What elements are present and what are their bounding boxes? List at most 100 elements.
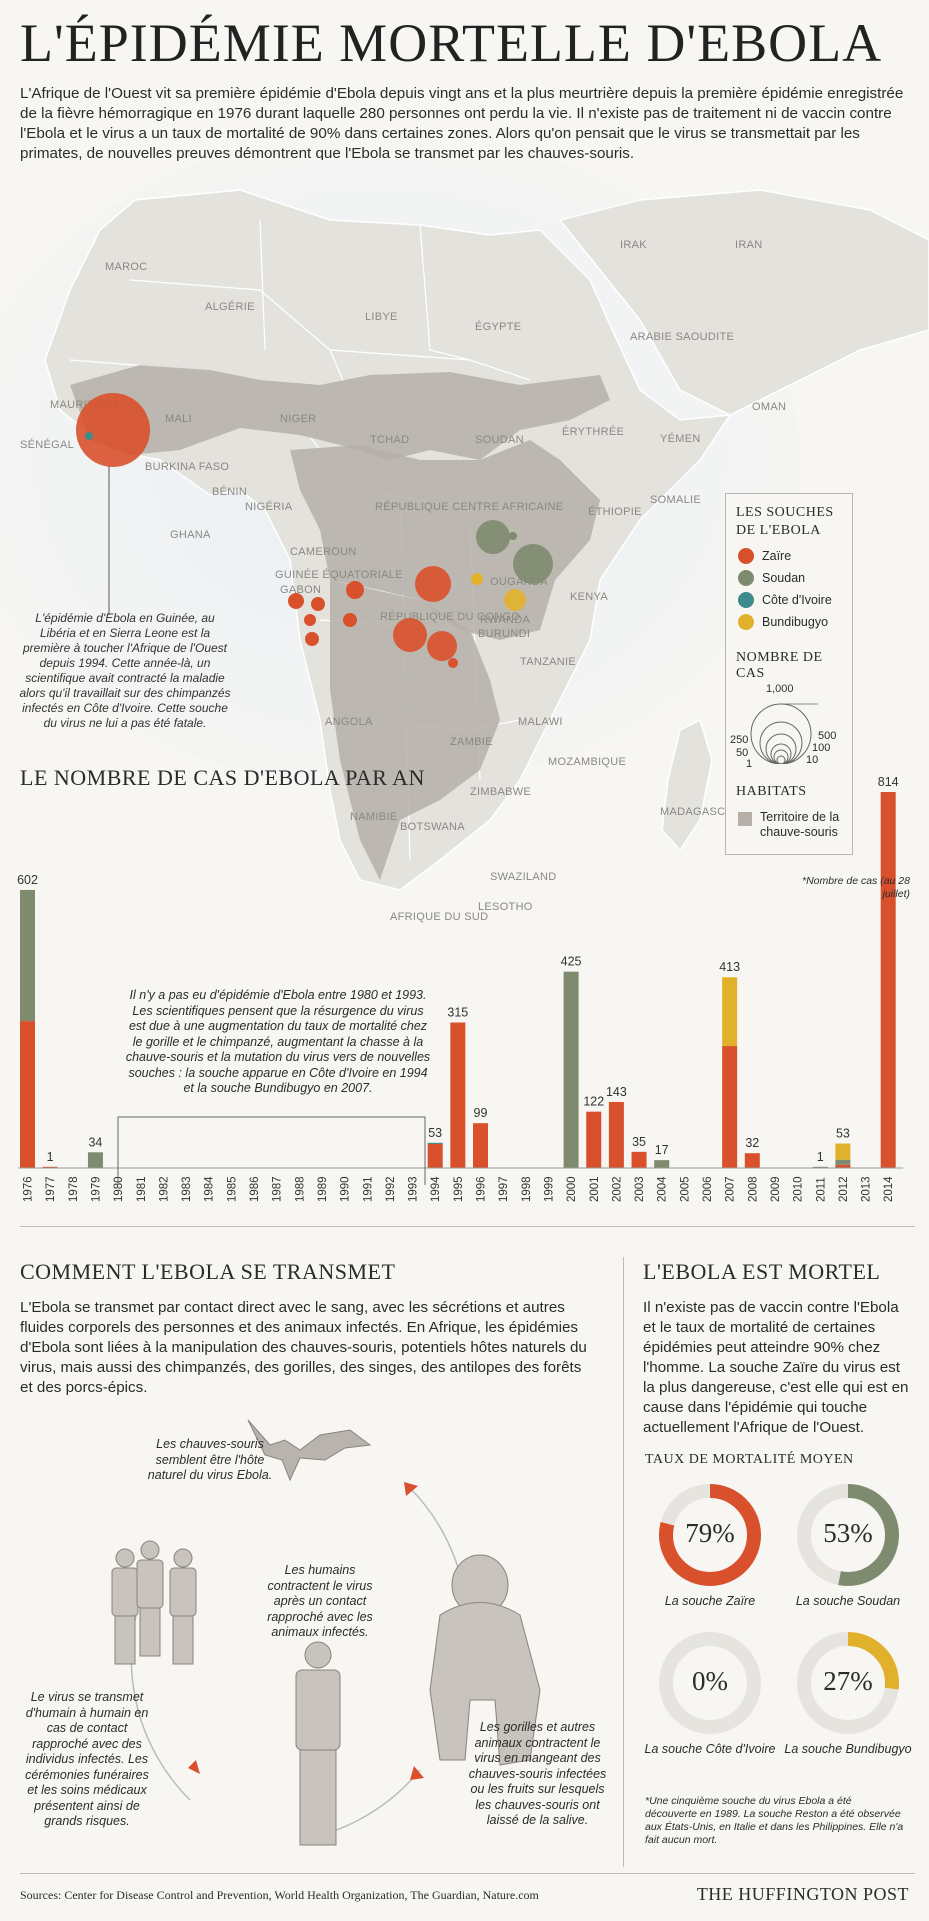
map-label: BURUNDI bbox=[478, 628, 530, 640]
bar-segment bbox=[744, 1153, 760, 1168]
cycle-arrow-2 bbox=[410, 1766, 424, 1780]
legend-label-soudan: Soudan bbox=[762, 571, 806, 585]
year-tick-label: 1995 bbox=[453, 1176, 465, 1202]
africa-map: MAROC ALGÉRIE LIBYE ÉGYPTE IRAK IRAN ARABIE SA… bbox=[0, 160, 929, 923]
map-label: TCHAD bbox=[370, 434, 409, 446]
year-tick-label: 2009 bbox=[770, 1176, 782, 1202]
map-label: BÉNIN bbox=[212, 485, 247, 498]
case-circle-gabon-5 bbox=[343, 613, 357, 627]
case-circle-drc-1 bbox=[415, 566, 451, 602]
bar-segment bbox=[880, 792, 896, 1168]
bar-segment bbox=[20, 889, 35, 1022]
year-tick-label: 2007 bbox=[725, 1176, 737, 1202]
year-tick-label: 1984 bbox=[204, 1176, 216, 1202]
bar-value-label: 122 bbox=[583, 1095, 604, 1109]
year-tick-label: 1987 bbox=[272, 1176, 284, 1202]
map-label: TANZANIE bbox=[520, 656, 576, 668]
bar-segment bbox=[427, 1142, 443, 1144]
year-tick-label: 1980 bbox=[113, 1176, 125, 1202]
case-circle-bundibugyo-1 bbox=[504, 589, 526, 611]
mortality-title: L'EBOLA EST MORTEL bbox=[643, 1259, 881, 1284]
madagascar-landmass bbox=[661, 718, 713, 852]
bar-value-label: 34 bbox=[88, 1135, 102, 1149]
bar-value-label: 99 bbox=[474, 1106, 488, 1120]
bar-segment bbox=[631, 1151, 647, 1168]
size-legend: 1,000 bbox=[750, 683, 818, 764]
donut-percent: 0% bbox=[692, 1666, 728, 1696]
bar-segment bbox=[20, 1021, 35, 1168]
year-tick-label: 2000 bbox=[566, 1176, 578, 1202]
map-label: AFRIQUE DU SUD bbox=[390, 911, 488, 923]
year-tick-label: 2014 bbox=[883, 1176, 895, 1202]
map-label: ANGOLA bbox=[325, 716, 373, 728]
map-label: NIGÉRIA bbox=[245, 500, 293, 513]
year-tick-label: 1989 bbox=[317, 1176, 329, 1202]
legend-habitat-title: HABITATS bbox=[736, 784, 807, 799]
year-tick-label: 2002 bbox=[611, 1176, 623, 1202]
map-label: KENYA bbox=[570, 591, 608, 603]
bar-value-label: 32 bbox=[745, 1136, 759, 1150]
map-label: OMAN bbox=[752, 401, 786, 413]
bar-segment bbox=[835, 1164, 851, 1168]
year-tick-label: 1981 bbox=[136, 1176, 148, 1202]
case-circle-cote-ivoire bbox=[85, 432, 93, 440]
bar-value-label: 315 bbox=[447, 1005, 468, 1019]
year-tick-label: 1978 bbox=[68, 1176, 80, 1202]
reston-note: *Une cinquième souche du virus Ebola a é… bbox=[645, 1795, 904, 1846]
year-tick-label: 1991 bbox=[362, 1176, 374, 1202]
habitat-swatch bbox=[738, 812, 752, 826]
year-tick-label: 1976 bbox=[23, 1176, 35, 1202]
bar-value-label: 1 bbox=[47, 1150, 54, 1164]
case-circle-guinea bbox=[76, 393, 150, 467]
year-tick-label: 1997 bbox=[498, 1176, 510, 1202]
year-tick-label: 1992 bbox=[385, 1176, 397, 1202]
map-label: NAMIBIE bbox=[350, 811, 397, 823]
year-tick-label: 2006 bbox=[702, 1176, 714, 1202]
map-label: SWAZILAND bbox=[490, 871, 556, 883]
donut-caption: La souche Côte d'Ivoire bbox=[644, 1742, 776, 1756]
map-label: YÉMEN bbox=[660, 432, 701, 445]
bar-segment bbox=[586, 1111, 602, 1168]
size-label-10: 10 bbox=[806, 754, 819, 766]
year-tick-label: 1986 bbox=[249, 1176, 261, 1202]
case-circle-uganda-1 bbox=[513, 544, 553, 584]
note-bats: Les chauves-souris semblent être l'hôte … bbox=[147, 1437, 273, 1482]
legend-label-zaire: Zaïre bbox=[762, 549, 792, 563]
map-label: GABON bbox=[280, 584, 321, 596]
year-tick-label: 1979 bbox=[90, 1176, 102, 1202]
size-circle-250 bbox=[765, 733, 797, 764]
size-circle-500 bbox=[759, 721, 803, 764]
mortality-text: Il n'existe pas de vaccin contre l'Ebola… bbox=[643, 1299, 909, 1436]
map-label: SOUDAN bbox=[475, 434, 524, 446]
map-legend: LES SOUCHES DE L'EBOLA Zaïre Soudan Côte… bbox=[725, 493, 853, 855]
map-labels: MAROC ALGÉRIE LIBYE ÉGYPTE IRAK IRAN ARABIE SA… bbox=[20, 239, 786, 923]
note-human-to-human: Le virus se transmet d'humain à humain e… bbox=[25, 1690, 149, 1828]
year-tick-label: 1993 bbox=[408, 1176, 420, 1202]
map-label: ÉGYPTE bbox=[475, 320, 521, 333]
sources: Sources: Center for Disease Control and … bbox=[20, 1888, 539, 1902]
year-tick-label: 1982 bbox=[158, 1176, 170, 1202]
bar-segment bbox=[450, 1022, 466, 1168]
legend-item-zaire: Zaïre bbox=[738, 548, 791, 564]
footer-divider bbox=[20, 1873, 915, 1874]
map-label: ÉTHIOPIE bbox=[588, 505, 642, 518]
cote-ivoire-swatch bbox=[738, 592, 754, 608]
legend-cases-title: NOMBRE DE CAS bbox=[736, 650, 823, 681]
donut-percent: 79% bbox=[685, 1518, 735, 1548]
bat-habitat-central bbox=[290, 440, 600, 640]
size-label-500: 500 bbox=[818, 730, 837, 742]
bar-segment bbox=[812, 1166, 828, 1168]
legend-item-cote-ivoire: Côte d'Ivoire bbox=[738, 592, 832, 608]
column-divider bbox=[623, 1257, 624, 1867]
size-circle-10 bbox=[776, 755, 786, 764]
map-label: ALGÉRIE bbox=[205, 300, 255, 313]
year-tick-label: 2008 bbox=[747, 1176, 759, 1202]
bar-segment bbox=[835, 1143, 851, 1160]
case-circle-drc-2 bbox=[393, 618, 427, 652]
case-circle-sudan-1 bbox=[476, 520, 510, 554]
case-circle-gabon-6 bbox=[305, 632, 319, 646]
year-tick-label: 1994 bbox=[430, 1176, 442, 1202]
bar-value-label: 814 bbox=[878, 775, 899, 789]
size-label-250: 250 bbox=[730, 734, 749, 746]
